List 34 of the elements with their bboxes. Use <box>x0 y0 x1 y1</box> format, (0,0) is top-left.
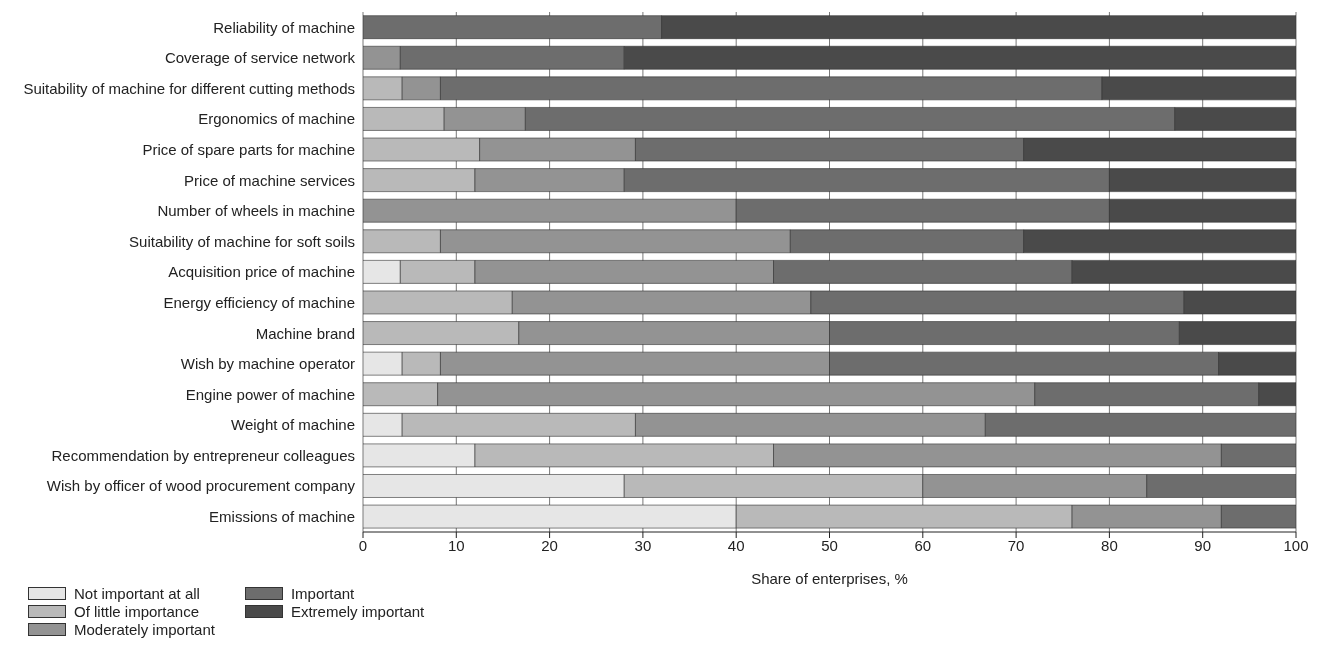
x-tick-label: 70 <box>1007 536 1025 554</box>
legend-label: Moderately important <box>74 620 215 638</box>
y-tick-label: Suitability of machine for soft soils <box>129 232 355 250</box>
y-tick-label: Wish by officer of wood procurement company <box>46 477 356 495</box>
y-tick-label: Wish by machine operator <box>180 355 355 373</box>
legend-label: Important <box>290 584 355 602</box>
x-tick-label: 100 <box>1283 536 1309 554</box>
y-tick-label: Price of spare parts for machine <box>142 140 355 158</box>
y-tick-label: Reliability of machine <box>213 18 355 36</box>
x-tick-label: 90 <box>1194 536 1212 554</box>
x-tick-label: 80 <box>1101 536 1118 554</box>
x-tick-label: 10 <box>447 536 465 554</box>
legend-label: Of little importance <box>74 602 200 620</box>
x-tick-label: 30 <box>634 536 652 554</box>
x-tick-label: 0 <box>358 536 368 554</box>
y-tick-label: Engine power of machine <box>185 385 355 403</box>
y-tick-label: Number of wheels in machine <box>157 202 355 220</box>
legend-label: Extremely important <box>290 602 425 620</box>
x-tick-label: 60 <box>914 536 932 554</box>
x-tick-label: 40 <box>727 536 745 554</box>
y-tick-label: Acquisition price of machine <box>168 263 355 281</box>
x-axis-title: Share of enterprises, % <box>751 570 908 587</box>
y-tick-label: Coverage of service network <box>164 49 356 67</box>
y-tick-label: Suitability of machine for different cutting methods <box>23 79 355 97</box>
y-tick-label: Machine brand <box>255 324 355 342</box>
legend-label: Not important at all <box>74 584 200 602</box>
y-tick-label: Emissions of machine <box>209 508 355 526</box>
y-tick-label: Energy efficiency of machine <box>163 293 355 311</box>
y-tick-label: Ergonomics of machine <box>198 110 355 128</box>
x-tick-label: 20 <box>541 536 558 554</box>
y-tick-label: Recommendation by entrepreneur colleagues <box>51 446 355 464</box>
y-tick-label: Weight of machine <box>231 416 355 434</box>
y-tick-label: Price of machine services <box>184 171 355 189</box>
x-tick-label: 50 <box>821 536 838 554</box>
